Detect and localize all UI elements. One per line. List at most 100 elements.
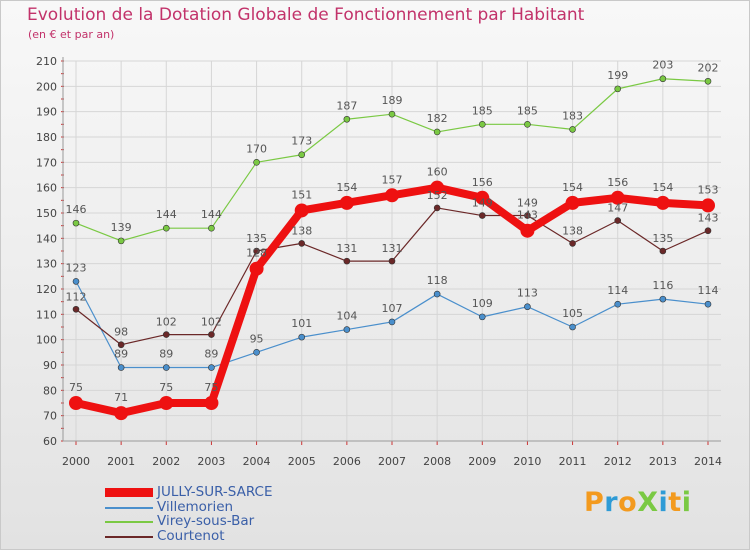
jully-point	[69, 396, 83, 410]
courtenot-data-label: 149	[517, 197, 538, 210]
x-tick-label: 2013	[649, 455, 677, 468]
jully-data-label: 71	[114, 391, 128, 404]
y-tick-label: 70	[43, 410, 57, 423]
y-tick-label: 170	[36, 156, 57, 169]
jully-data-label: 153	[698, 183, 719, 196]
courtenot-data-label: 152	[427, 189, 448, 202]
jully-point	[655, 195, 670, 210]
jully-point	[249, 261, 264, 276]
x-tick-label: 2003	[197, 455, 225, 468]
courtenot-point	[388, 257, 396, 265]
courtenot-point	[208, 331, 215, 338]
jully-point	[294, 203, 309, 218]
virey-data-label: 183	[562, 109, 583, 122]
legend-label-courtenot: Courtenot	[157, 527, 225, 544]
courtenot-data-label: 135	[246, 232, 267, 245]
x-tick-label: 2008	[423, 455, 451, 468]
courtenot-point	[704, 227, 712, 235]
villemorien-data-label: 118	[427, 274, 448, 287]
virey-point	[388, 110, 396, 118]
jully-point	[339, 195, 354, 210]
logo-letter: t	[668, 487, 682, 518]
villemorien-data-label: 89	[114, 348, 128, 361]
logo-letter: i	[658, 487, 669, 518]
courtenot-point	[659, 247, 667, 255]
jully-data-label: 128	[246, 247, 267, 260]
virey-point	[117, 237, 125, 245]
courtenot-data-label: 131	[336, 242, 357, 255]
villemorien-point	[162, 364, 170, 371]
y-tick-label: 60	[43, 435, 57, 448]
legend-swatch-jully	[105, 488, 153, 497]
villemorien-data-label: 114	[698, 284, 719, 297]
jully-point	[520, 223, 535, 238]
x-tick-label: 2012	[604, 455, 632, 468]
jully-data-label: 160	[427, 166, 448, 179]
virey-point	[298, 151, 306, 159]
jully-data-label: 75	[204, 381, 218, 394]
jully-point	[701, 198, 715, 213]
y-tick-label: 90	[43, 359, 57, 372]
courtenot-data-label: 149	[472, 197, 493, 210]
virey-point	[433, 128, 441, 136]
villemorien-point	[569, 323, 576, 331]
courtenot-point	[117, 341, 125, 349]
y-tick-label: 80	[43, 384, 57, 397]
proxiti-logo: ProXiti	[584, 487, 691, 518]
villemorien-point	[388, 318, 396, 326]
courtenot-point	[569, 240, 576, 247]
courtenot-point	[524, 212, 531, 219]
legend-swatch-virey	[105, 521, 153, 523]
courtenot-point	[298, 240, 306, 247]
villemorien-point	[659, 295, 667, 303]
villemorien-point	[343, 326, 351, 333]
courtenot-data-label: 102	[156, 316, 177, 329]
villemorien-point	[72, 278, 80, 285]
chart-subtitle: (en € et par an)	[28, 28, 115, 41]
jully-point	[204, 396, 219, 410]
courtenot-data-label: 98	[114, 326, 128, 339]
virey-point	[343, 115, 351, 123]
logo-letter: o	[618, 487, 638, 518]
virey-point	[614, 85, 622, 93]
y-tick-label: 150	[36, 207, 57, 220]
legend-swatch-courtenot	[105, 535, 153, 538]
jully-data-label: 151	[291, 188, 312, 201]
logo-letter: i	[681, 487, 692, 518]
virey-data-label: 189	[382, 94, 403, 107]
virey-point	[524, 121, 531, 128]
courtenot-data-label: 138	[291, 224, 312, 237]
villemorien-data-label: 101	[291, 317, 312, 330]
jully-point	[159, 396, 174, 410]
villemorien-data-label: 104	[336, 310, 357, 323]
y-tick-label: 200	[36, 80, 57, 93]
courtenot-data-label: 135	[652, 232, 673, 245]
virey-data-label: 182	[427, 112, 448, 125]
courtenot-data-label: 147	[607, 202, 628, 215]
virey-data-label: 185	[517, 104, 538, 117]
legend-swatch-villemorien	[105, 506, 153, 509]
jully-data-label: 143	[517, 209, 538, 222]
x-tick-label: 2006	[333, 455, 361, 468]
courtenot-data-label: 131	[382, 242, 403, 255]
virey-data-label: 170	[246, 142, 267, 155]
villemorien-data-label: 123	[66, 261, 87, 274]
logo-letter: P	[584, 487, 605, 518]
x-tick-label: 2005	[288, 455, 316, 468]
virey-point	[72, 219, 80, 227]
courtenot-point	[614, 217, 622, 224]
courtenot-point	[478, 212, 486, 219]
villemorien-point	[208, 364, 215, 371]
jully-data-label: 75	[159, 381, 173, 394]
villemorien-point	[704, 300, 712, 308]
villemorien-data-label: 89	[159, 348, 173, 361]
villemorien-point	[298, 333, 306, 341]
villemorien-point	[478, 313, 486, 321]
legend-label-virey: Virey-sous-Bar	[157, 513, 255, 529]
jully-data-label: 75	[69, 381, 83, 394]
virey-data-label: 185	[472, 104, 493, 117]
y-tick-label: 140	[36, 232, 57, 245]
y-tick-label: 210	[36, 55, 57, 68]
jully-point	[475, 190, 490, 205]
